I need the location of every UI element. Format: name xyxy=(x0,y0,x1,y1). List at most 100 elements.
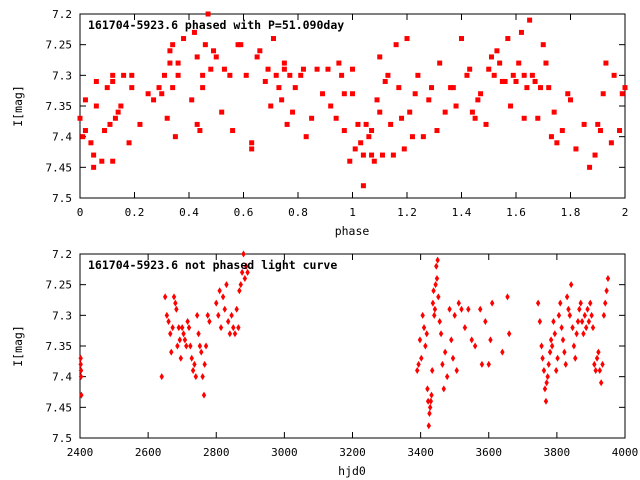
chart-title: 161704-5923.6 not phased light curve xyxy=(88,258,337,272)
data-point xyxy=(412,91,418,97)
data-point xyxy=(537,317,543,325)
data-point xyxy=(442,109,448,115)
data-point xyxy=(309,115,315,121)
data-point xyxy=(592,360,597,368)
data-point xyxy=(234,305,239,313)
data-point xyxy=(459,36,464,42)
data-point xyxy=(505,36,511,42)
data-point xyxy=(566,305,571,313)
data-point xyxy=(585,305,590,313)
data-point xyxy=(596,348,601,356)
data-point xyxy=(173,299,178,307)
data-point xyxy=(360,183,366,189)
data-point xyxy=(427,409,432,417)
data-point xyxy=(377,54,383,60)
x-tick-label: 0.8 xyxy=(288,206,308,219)
data-point xyxy=(475,97,481,103)
data-point xyxy=(303,134,309,140)
data-point xyxy=(265,66,271,72)
data-point xyxy=(194,311,200,319)
data-point xyxy=(104,85,110,91)
x-tick-label: 4000 xyxy=(612,446,639,459)
data-points xyxy=(77,11,628,189)
data-point xyxy=(298,72,304,78)
data-point xyxy=(229,311,234,319)
data-point xyxy=(99,158,105,164)
data-point xyxy=(535,299,541,307)
data-point xyxy=(78,367,84,375)
x-tick-label: 2600 xyxy=(135,446,162,459)
x-tick-label: 1 xyxy=(349,206,356,219)
plot-frame xyxy=(79,13,626,199)
data-point xyxy=(573,354,578,362)
data-point xyxy=(434,275,440,283)
data-point xyxy=(421,324,427,332)
data-point xyxy=(192,360,197,368)
data-point xyxy=(360,152,366,158)
data-point xyxy=(556,311,562,319)
data-point xyxy=(448,85,454,91)
data-point xyxy=(551,109,557,115)
data-point xyxy=(231,324,236,332)
data-point xyxy=(452,311,457,319)
data-point xyxy=(201,391,207,399)
data-point xyxy=(196,330,201,338)
data-point xyxy=(371,158,377,164)
data-point xyxy=(178,354,184,362)
data-point xyxy=(543,60,549,66)
data-point xyxy=(279,97,285,103)
data-point xyxy=(564,293,570,301)
data-point xyxy=(245,268,250,276)
data-point xyxy=(172,134,178,140)
data-point xyxy=(604,287,609,295)
y-tick-label: 7.25 xyxy=(46,39,73,52)
data-point xyxy=(605,275,611,283)
data-point xyxy=(382,78,388,84)
data-point xyxy=(568,97,573,103)
data-point xyxy=(513,78,519,84)
x-tick-label: 0 xyxy=(77,206,84,219)
data-point xyxy=(363,121,369,127)
data-point xyxy=(202,42,208,48)
data-point xyxy=(336,60,342,66)
data-point xyxy=(184,342,189,350)
data-point xyxy=(339,72,345,78)
data-point xyxy=(420,134,426,140)
data-point xyxy=(290,109,296,115)
y-tick-label: 7.3 xyxy=(52,309,72,322)
data-point xyxy=(540,42,546,48)
data-point xyxy=(185,317,190,325)
data-point xyxy=(216,311,221,319)
data-point xyxy=(112,115,118,121)
data-point xyxy=(545,373,550,381)
data-point xyxy=(88,140,94,146)
data-point xyxy=(78,373,84,381)
data-point xyxy=(494,48,500,54)
data-point xyxy=(249,140,255,146)
data-point xyxy=(284,121,290,127)
data-point xyxy=(521,115,527,121)
data-point xyxy=(170,324,175,332)
data-point xyxy=(469,109,475,115)
data-point xyxy=(399,115,405,121)
data-point xyxy=(431,287,436,295)
data-point xyxy=(175,72,181,78)
data-point xyxy=(270,36,276,42)
y-tick-label: 7.3 xyxy=(52,69,72,82)
data-point xyxy=(430,367,435,375)
data-point xyxy=(224,281,229,289)
data-point xyxy=(328,103,334,109)
data-point xyxy=(547,348,553,356)
data-point xyxy=(227,72,233,78)
data-point xyxy=(207,317,212,325)
data-point xyxy=(242,275,248,283)
data-point xyxy=(459,305,464,313)
data-point xyxy=(590,324,596,332)
data-point xyxy=(454,367,459,375)
data-point xyxy=(205,311,210,319)
data-point xyxy=(574,330,579,338)
data-point xyxy=(617,128,623,134)
y-tick-label: 7.5 xyxy=(52,192,72,205)
data-point xyxy=(208,66,214,72)
phased-light-curve-chart: 0 0.2 0.4 0.6 0.8 1 1.2 1.4 1.6 1.8 2 7.2 7.25 7.3 7.3… xyxy=(11,8,628,238)
